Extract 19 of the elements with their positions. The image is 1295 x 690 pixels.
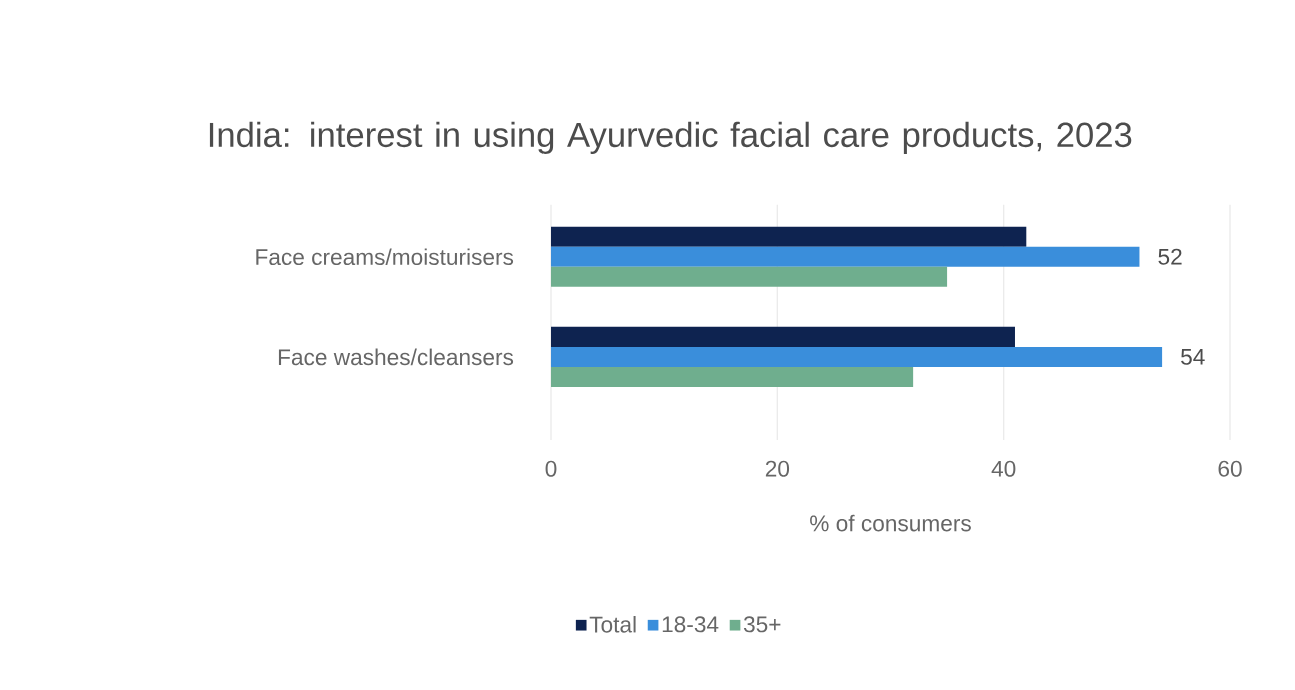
- chart-title: India: interest in using Ayurvedic facial care products, 2023: [209, 121, 1132, 155]
- data-label: 52: [1158, 248, 1182, 265]
- x-tick-label: 0: [545, 460, 557, 477]
- bar: [551, 366, 914, 387]
- y-tick-label: Face washes/cleansers: [278, 348, 514, 366]
- bar: [551, 266, 948, 287]
- bar: [551, 346, 1163, 367]
- x-tick-label: 20: [765, 460, 790, 477]
- data-label: 54: [1181, 348, 1205, 365]
- y-tick-label: Face creams/moisturisers: [256, 248, 514, 266]
- legend-label: 18-34: [662, 616, 719, 633]
- bar: [551, 226, 1027, 247]
- bar: [551, 246, 1140, 267]
- x-axis-title: % of consumers: [810, 514, 971, 532]
- x-tick-label: 60: [1218, 460, 1242, 477]
- legend-label: Total: [589, 616, 636, 633]
- bar: [551, 326, 1015, 347]
- x-tick-label: 40: [991, 460, 1016, 477]
- legend-label: 35+: [743, 616, 781, 633]
